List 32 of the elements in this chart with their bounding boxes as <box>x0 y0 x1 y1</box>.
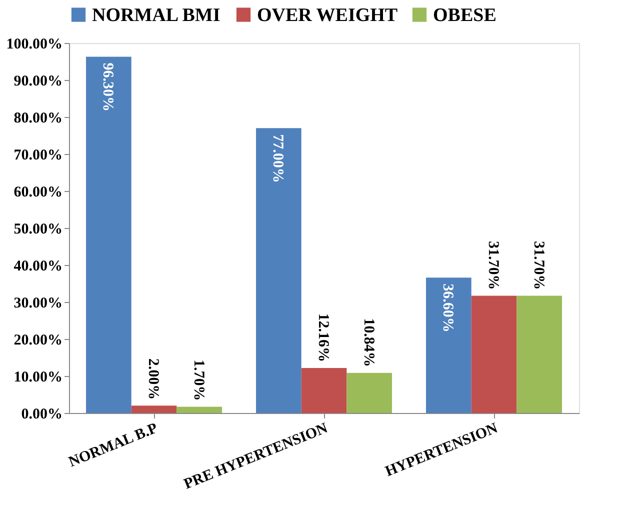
data-label: 12.16% <box>315 313 331 362</box>
data-label: 36.60% <box>440 284 456 332</box>
y-tick-label: 60.00% <box>14 184 62 200</box>
bar <box>176 406 222 413</box>
data-label: 77.00% <box>270 134 286 183</box>
y-tick-label: 50.00% <box>14 222 62 238</box>
bar <box>131 406 177 413</box>
y-tick-label: 80.00% <box>14 110 62 126</box>
data-label: 96.30% <box>100 62 116 112</box>
bar <box>426 278 472 413</box>
legend-label: OBESE <box>433 4 496 26</box>
y-tick-label: 70.00% <box>14 148 62 164</box>
y-tick-label: 20.00% <box>14 332 62 348</box>
bar <box>301 368 347 413</box>
data-label: 1.70% <box>190 359 206 401</box>
data-label: 2.00% <box>145 358 161 400</box>
y-tick-label: 10.00% <box>14 370 62 386</box>
legend-label: OVER WEIGHT <box>257 4 398 26</box>
bar <box>516 296 562 413</box>
y-tick-label: 90.00% <box>14 74 62 90</box>
bar <box>256 128 302 413</box>
data-label: 31.70% <box>530 240 546 290</box>
y-tick-label: 40.00% <box>14 258 62 274</box>
y-tick-label: 30.00% <box>14 296 62 312</box>
data-label: 10.84% <box>360 318 376 367</box>
y-tick-label: 100.00% <box>6 36 62 52</box>
data-label: 31.70% <box>485 240 501 290</box>
bar <box>346 372 392 413</box>
y-tick-label: 0.00% <box>21 406 62 422</box>
bar <box>86 56 132 413</box>
legend-label: NORMAL BMI <box>92 4 220 26</box>
bar <box>471 296 517 413</box>
